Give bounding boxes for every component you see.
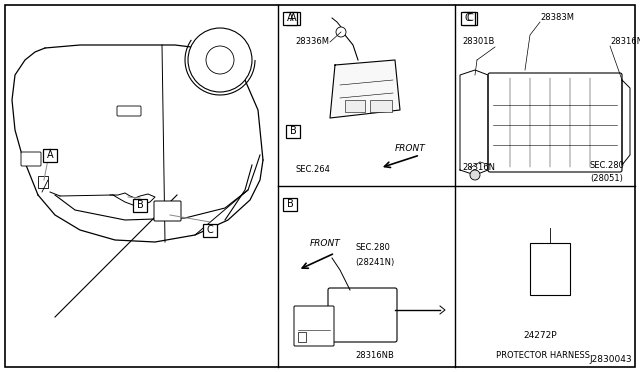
Text: SEC.280: SEC.280	[355, 244, 390, 253]
Text: 28301B: 28301B	[462, 38, 494, 46]
Bar	[345, 100, 365, 112]
Text: SEC.264: SEC.264	[295, 166, 330, 174]
Text: FRONT: FRONT	[310, 239, 340, 248]
Text: C: C	[465, 13, 472, 23]
Circle shape	[206, 46, 234, 74]
Text: C: C	[207, 225, 213, 235]
FancyBboxPatch shape	[154, 201, 181, 221]
Text: 28336M: 28336M	[295, 38, 329, 46]
Bar	[463, 12, 477, 25]
FancyBboxPatch shape	[117, 106, 141, 116]
FancyBboxPatch shape	[488, 73, 622, 172]
Polygon shape	[330, 60, 400, 118]
Text: PROTECTOR HARNESS: PROTECTOR HARNESS	[496, 350, 590, 359]
Text: A: A	[290, 13, 296, 23]
FancyBboxPatch shape	[294, 306, 334, 346]
Bar	[283, 12, 297, 25]
Bar	[38, 176, 48, 188]
Text: 28383M: 28383M	[540, 13, 574, 22]
Text: (28051): (28051)	[590, 173, 623, 183]
Bar	[298, 332, 306, 342]
Text: B: B	[290, 126, 296, 136]
Text: A: A	[47, 150, 53, 160]
Text: B: B	[136, 200, 143, 210]
Text: 28316N: 28316N	[462, 164, 495, 173]
Bar	[530, 243, 570, 295]
FancyBboxPatch shape	[21, 152, 41, 166]
Text: 24272P: 24272P	[523, 330, 557, 340]
Bar	[203, 224, 217, 237]
Text: 28316NA: 28316NA	[610, 38, 640, 46]
FancyBboxPatch shape	[328, 288, 397, 342]
Circle shape	[336, 27, 346, 37]
Bar	[283, 198, 297, 211]
Text: FRONT: FRONT	[395, 144, 426, 153]
Bar	[43, 148, 57, 161]
Text: (28241N): (28241N)	[355, 257, 394, 266]
Bar	[133, 199, 147, 212]
Text: C: C	[467, 13, 474, 23]
Bar	[286, 125, 300, 138]
Bar	[286, 12, 300, 25]
Bar	[461, 12, 475, 25]
Bar	[370, 100, 392, 112]
Text: A: A	[287, 13, 293, 23]
Text: B: B	[287, 199, 293, 209]
Circle shape	[188, 28, 252, 92]
Circle shape	[470, 170, 480, 180]
Text: SEC.280: SEC.280	[590, 160, 625, 170]
Text: J2830043: J2830043	[589, 355, 632, 364]
Text: 28316NB: 28316NB	[355, 350, 394, 359]
